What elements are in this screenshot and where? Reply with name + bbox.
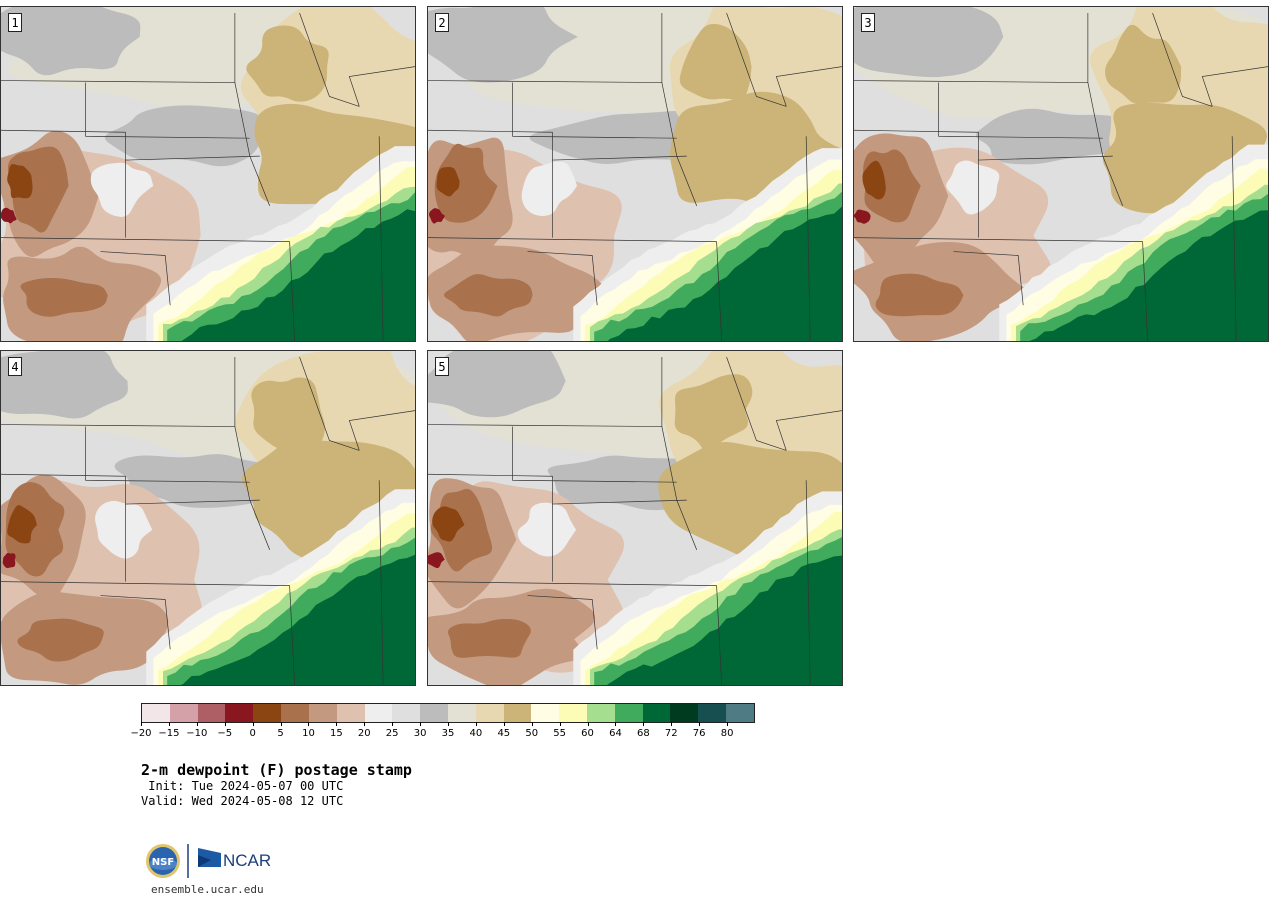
colorbar-tick-label: 35 <box>441 728 455 739</box>
colorbar-tick-label: 80 <box>720 728 734 739</box>
colorbar-tick <box>196 722 198 726</box>
colorbar-tick-label: 5 <box>277 728 284 739</box>
colorbar-tick-label: 40 <box>469 728 483 739</box>
figure-title: 2-m dewpoint (F) postage stamp <box>141 761 412 779</box>
colorbar-tick-label: 15 <box>329 728 343 739</box>
colorbar-tick <box>587 722 589 726</box>
colorbar-tick <box>503 722 505 726</box>
colorbar-segment <box>475 704 504 722</box>
colorbar-segment <box>726 704 754 722</box>
colorbar-segment <box>364 704 393 722</box>
colorbar-tick-label: 25 <box>385 728 399 739</box>
colorbar-tick-label: 10 <box>302 728 315 739</box>
colorbar-tick <box>308 722 310 726</box>
colorbar-segment <box>308 704 337 722</box>
panel-number: 3 <box>861 13 875 32</box>
website-link[interactable]: ensemble.ucar.edu <box>151 883 264 896</box>
init-time: Init: Tue 2024-05-07 00 UTC <box>141 779 344 793</box>
colorbar-tick-label: 20 <box>357 728 371 739</box>
dewpoint-map-4 <box>1 351 415 685</box>
colorbar-tick-label: 45 <box>497 728 511 739</box>
colorbar-tick-label: 60 <box>581 728 594 739</box>
colorbar-tick <box>364 722 366 726</box>
colorbar-segment <box>531 704 560 722</box>
panel-number: 4 <box>8 357 22 376</box>
colorbar-tick-label: −20 <box>130 728 152 739</box>
dewpoint-map-2 <box>428 7 842 341</box>
logos: NSF NCAR <box>145 843 275 879</box>
valid-time: Valid: Wed 2024-05-08 12 UTC <box>141 794 344 808</box>
colorbar-ticks: −20 −15 −10 −5 0 5 10 15 20 25 30 35 40 45 50 55 60 64 68 7… <box>130 722 755 742</box>
colorbar-segment <box>614 704 643 722</box>
colorbar-segment <box>281 704 309 722</box>
colorbar-tick <box>448 722 449 726</box>
colorbar-tick <box>392 722 394 726</box>
colorbar-tick-label: 64 <box>609 728 622 739</box>
colorbar-tick-label: 30 <box>413 728 427 739</box>
colorbar-segment <box>169 704 198 722</box>
panel-number: 2 <box>435 13 449 32</box>
colorbar-tick <box>671 722 673 726</box>
colorbar-tick-label: −5 <box>217 728 233 739</box>
colorbar-segment <box>587 704 615 722</box>
colorbar-segment <box>698 704 727 722</box>
colorbar-segment <box>253 704 282 722</box>
colorbar-tick <box>420 722 422 726</box>
colorbar-tick <box>168 722 170 726</box>
colorbar-segment <box>225 704 254 722</box>
ncar-logo-icon: NCAR <box>198 848 271 870</box>
colorbar-tick <box>252 722 254 726</box>
colorbar-segment <box>642 704 671 722</box>
colorbar-segment <box>197 704 226 722</box>
colorbar-tick-label: 50 <box>525 728 539 739</box>
panel-4: 4 <box>0 350 416 686</box>
dewpoint-map-1 <box>1 7 415 341</box>
colorbar <box>141 703 755 723</box>
colorbar-segment <box>392 704 421 722</box>
colorbar-segment <box>559 704 587 722</box>
colorbar-segment <box>142 704 170 722</box>
dewpoint-map-3 <box>854 7 1268 341</box>
colorbar-segment <box>336 704 365 722</box>
panel-5: 5 <box>427 350 843 686</box>
colorbar-tick <box>336 722 338 726</box>
panel-number: 1 <box>8 13 22 32</box>
colorbar-tick-label: −15 <box>158 728 180 739</box>
colorbar-segment <box>503 704 532 722</box>
colorbar-tick <box>559 722 561 726</box>
colorbar-tick-label: 76 <box>692 728 706 739</box>
colorbar-tick-label: 72 <box>664 728 678 739</box>
panel-number: 5 <box>435 357 449 376</box>
colorbar-tick-label: −10 <box>186 728 208 739</box>
panel-3: 3 <box>853 6 1269 342</box>
colorbar-tick <box>531 722 533 726</box>
colorbar-tick-label: 55 <box>553 728 566 739</box>
colorbar-tick <box>224 722 226 726</box>
ncar-logo-text: NCAR <box>223 851 271 870</box>
colorbar-segment <box>670 704 699 722</box>
panel-1: 1 <box>0 6 416 342</box>
colorbar-tick <box>699 722 701 726</box>
nsf-logo-text: NSF <box>152 857 174 868</box>
nsf-logo-icon: NSF <box>146 844 180 878</box>
panel-2: 2 <box>427 6 843 342</box>
colorbar-tick <box>141 722 142 726</box>
colorbar-tick <box>727 722 729 726</box>
colorbar-tick <box>615 722 617 726</box>
colorbar-tick-label: 68 <box>636 728 650 739</box>
colorbar-tick-label: 0 <box>249 728 256 739</box>
colorbar-segment <box>447 704 476 722</box>
dewpoint-map-5 <box>428 351 842 685</box>
colorbar-tick <box>475 722 477 726</box>
colorbar-tick <box>643 722 645 726</box>
colorbar-segment <box>420 704 448 722</box>
colorbar-tick <box>280 722 282 726</box>
